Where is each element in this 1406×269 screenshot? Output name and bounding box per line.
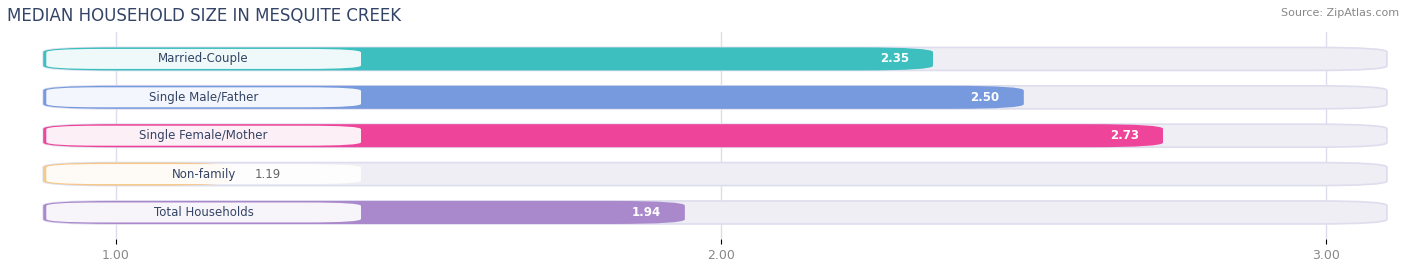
Text: Single Male/Father: Single Male/Father — [149, 91, 259, 104]
Text: 1.94: 1.94 — [631, 206, 661, 219]
FancyBboxPatch shape — [46, 49, 361, 69]
FancyBboxPatch shape — [44, 47, 934, 70]
Text: Married-Couple: Married-Couple — [159, 52, 249, 65]
FancyBboxPatch shape — [44, 86, 1386, 109]
FancyBboxPatch shape — [44, 201, 685, 224]
FancyBboxPatch shape — [44, 124, 1163, 147]
Text: 2.35: 2.35 — [880, 52, 908, 65]
Text: Single Female/Mother: Single Female/Mother — [139, 129, 269, 142]
FancyBboxPatch shape — [46, 87, 361, 107]
FancyBboxPatch shape — [46, 126, 361, 146]
FancyBboxPatch shape — [46, 203, 361, 222]
Text: Source: ZipAtlas.com: Source: ZipAtlas.com — [1281, 8, 1399, 18]
FancyBboxPatch shape — [44, 47, 1386, 70]
FancyBboxPatch shape — [44, 124, 1386, 147]
Text: 2.73: 2.73 — [1109, 129, 1139, 142]
Text: 1.19: 1.19 — [254, 168, 281, 180]
Text: 2.50: 2.50 — [970, 91, 1000, 104]
Text: Total Households: Total Households — [153, 206, 253, 219]
FancyBboxPatch shape — [44, 162, 1386, 186]
FancyBboxPatch shape — [46, 164, 361, 184]
FancyBboxPatch shape — [44, 162, 231, 186]
FancyBboxPatch shape — [44, 201, 1386, 224]
Text: MEDIAN HOUSEHOLD SIZE IN MESQUITE CREEK: MEDIAN HOUSEHOLD SIZE IN MESQUITE CREEK — [7, 7, 401, 25]
FancyBboxPatch shape — [44, 86, 1024, 109]
Text: Non-family: Non-family — [172, 168, 236, 180]
